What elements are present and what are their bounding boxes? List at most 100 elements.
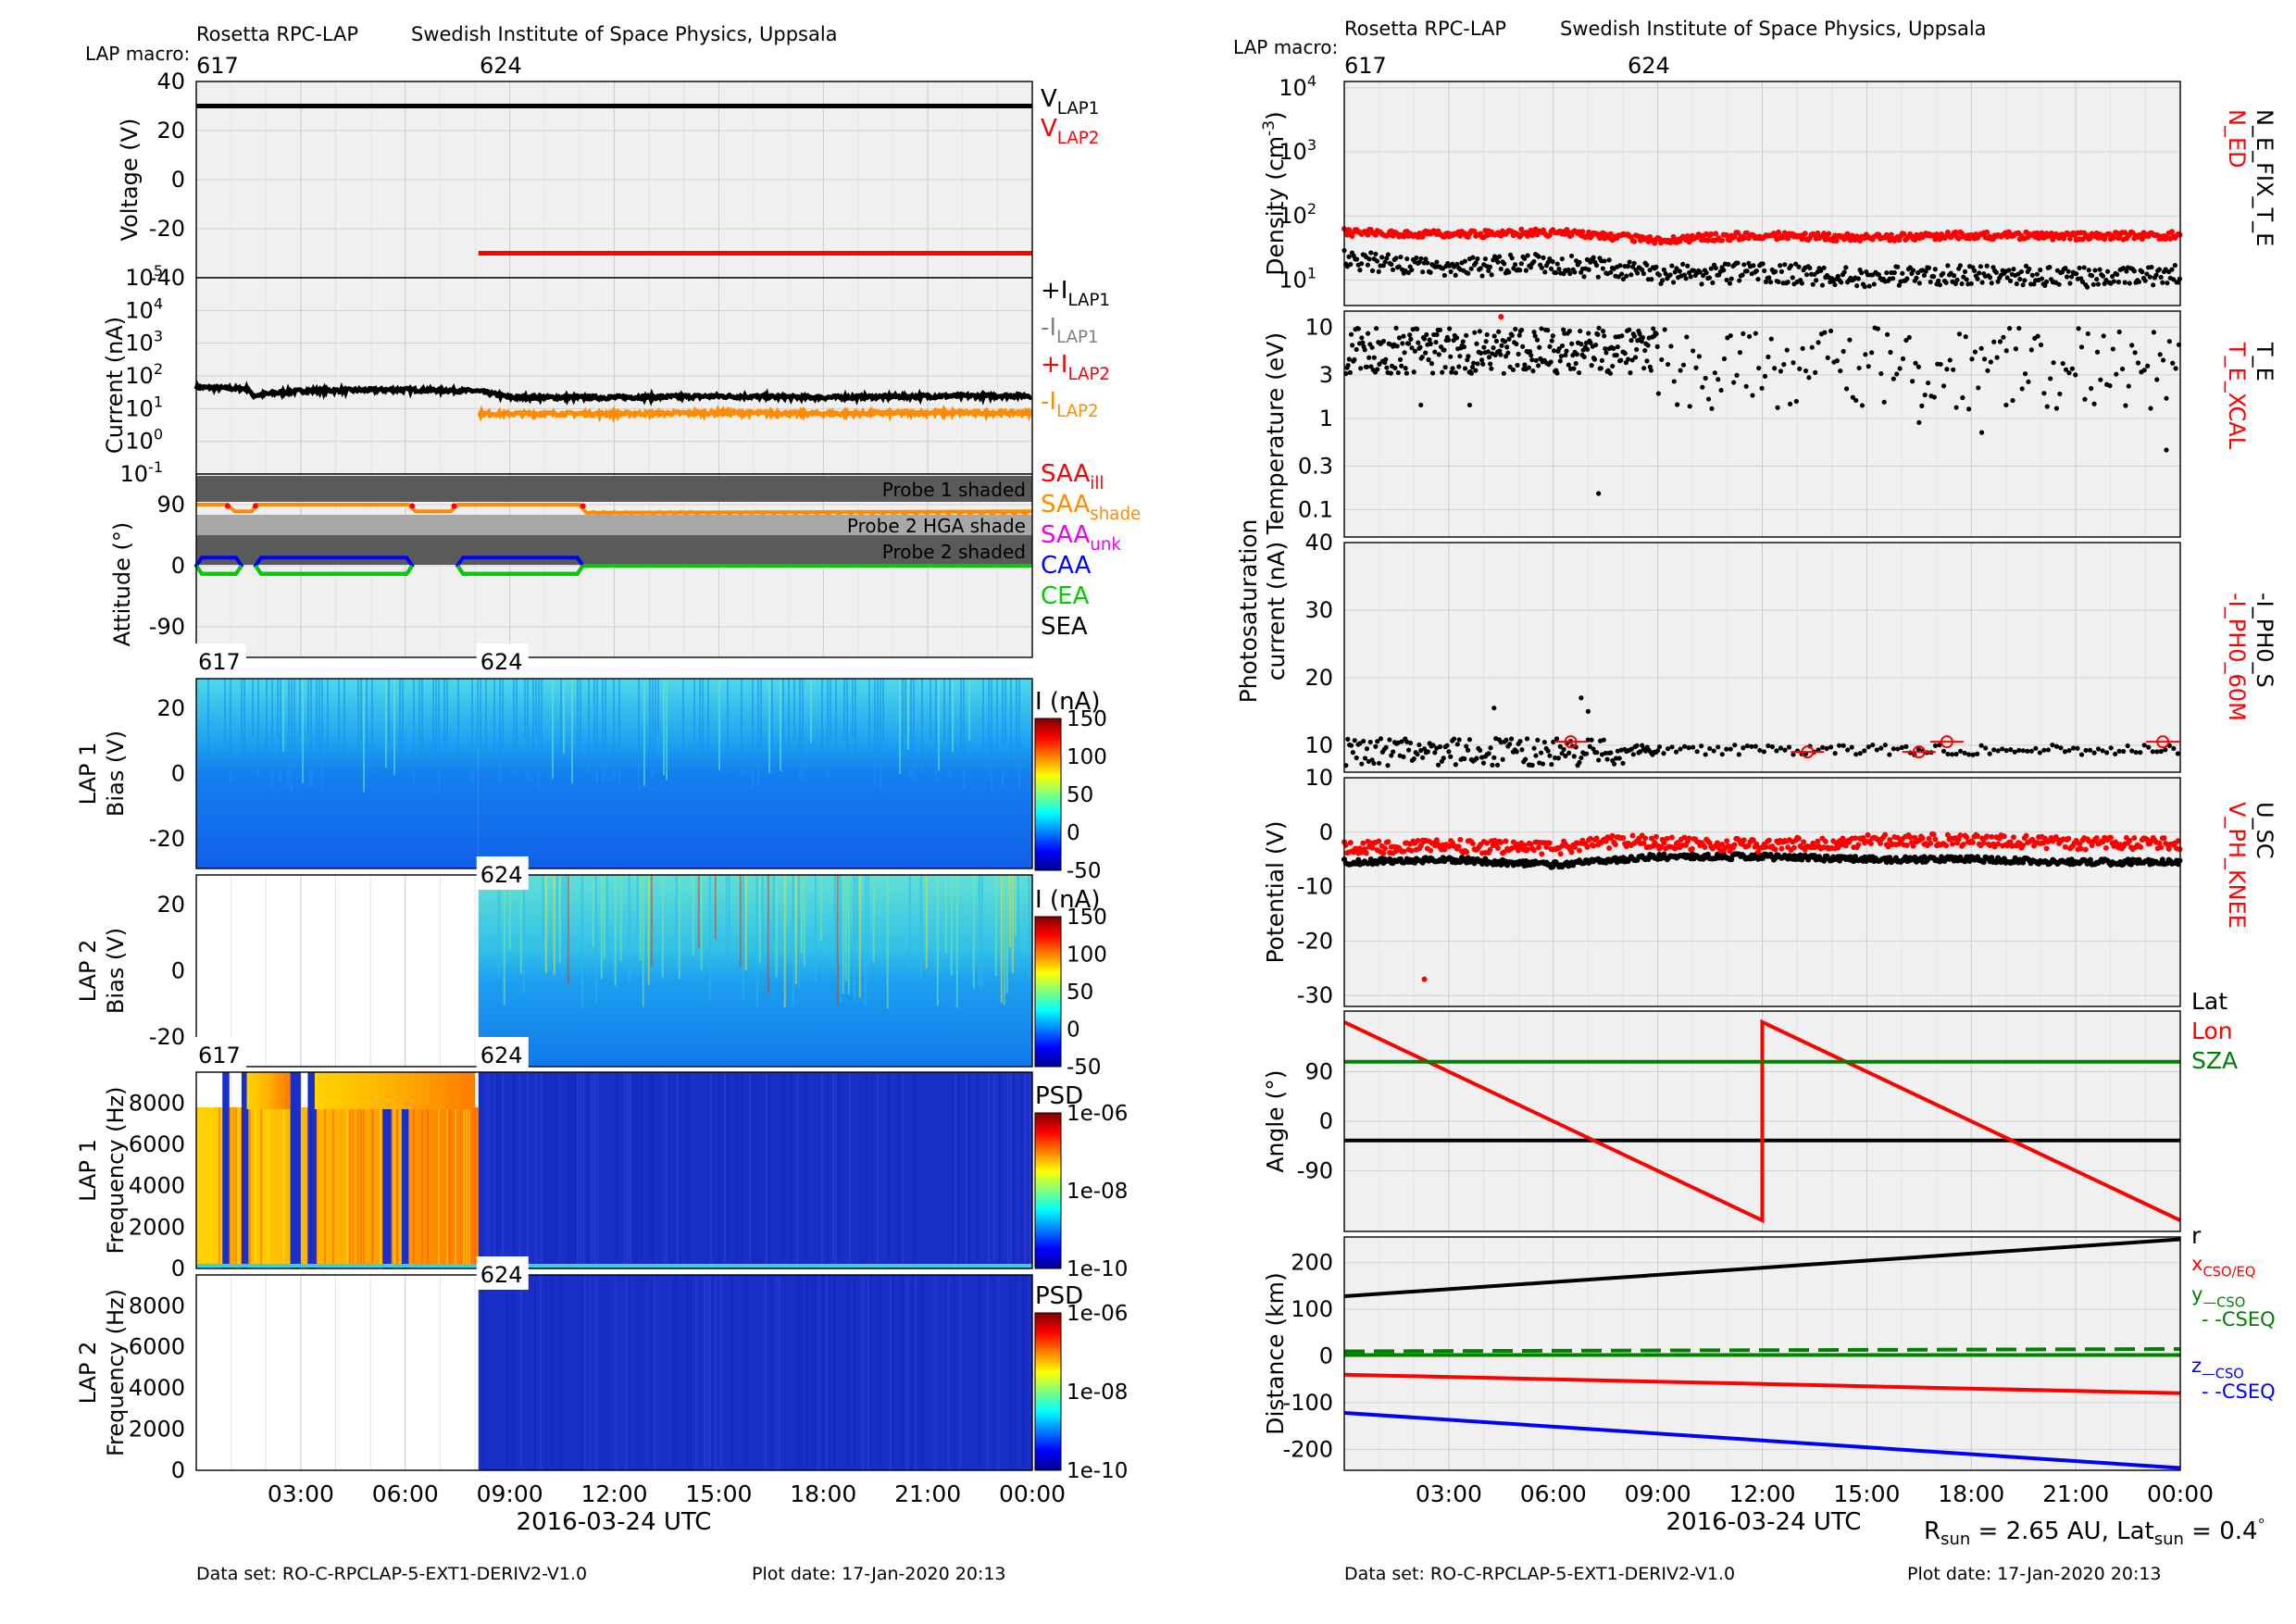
lap1_freq-streak — [577, 1072, 579, 1268]
density-ytick: 104 — [1279, 72, 1316, 101]
photosat-point — [2003, 748, 2009, 754]
density-point-black — [1600, 266, 1605, 271]
temperature-point — [1791, 360, 1796, 366]
density-point-black — [2097, 267, 2103, 272]
attitude-saa-tail — [586, 509, 1029, 517]
temperature-point — [1549, 338, 1554, 344]
temperature-point — [2048, 376, 2053, 381]
temperature-point — [1574, 352, 1579, 357]
density-point-black — [2122, 280, 2128, 285]
lap2_freq-streak — [817, 1275, 819, 1470]
lap2_freq-streak — [794, 1275, 797, 1470]
temperature-point — [1401, 333, 1406, 339]
potential-point-black — [1903, 854, 1909, 860]
lap2_freq-streak — [867, 1275, 869, 1470]
lap1_freq-streak — [680, 1072, 681, 1268]
density-point-red — [1670, 233, 1677, 240]
distance-legend-5: - -CSEQ — [2202, 1380, 2276, 1403]
temperature-point — [1822, 330, 1828, 335]
distance-ytick: -100 — [1283, 1390, 1333, 1416]
lap2_freq-colorbar-title: PSD — [1035, 1282, 1083, 1310]
potential-point-red — [2062, 843, 2068, 850]
temperature-point — [1491, 345, 1496, 351]
lap1_bias-streak — [271, 679, 273, 791]
photosat-point — [1962, 750, 1967, 756]
photosat-point — [1563, 753, 1568, 759]
photosat-mean-point — [1940, 735, 1953, 749]
temperature-point — [1781, 362, 1787, 368]
potential-point-red — [1860, 834, 1866, 841]
density-point-black — [1667, 272, 1673, 278]
lap1_bias-streak — [432, 679, 434, 753]
attitude-saa-ill-dot — [580, 503, 586, 509]
temperature-point — [1756, 365, 1762, 371]
photosat-point — [2045, 747, 2052, 753]
temperature-point — [1834, 358, 1840, 364]
photosat-point — [1749, 743, 1754, 749]
lap1_bias-streak — [780, 679, 781, 771]
lap2_bias-streak — [519, 875, 522, 974]
density-point-black — [1441, 272, 1447, 279]
lap1_freq-streak — [332, 1107, 334, 1268]
photosat-point — [1899, 744, 1904, 750]
potential-point-red — [1658, 843, 1665, 850]
temperature-point — [1485, 349, 1491, 355]
photosat-point — [1686, 745, 1691, 751]
attitude-cea-1 — [254, 564, 414, 576]
temperature-point — [1516, 351, 1521, 357]
photosat-point — [1411, 756, 1416, 762]
temperature-point — [1653, 331, 1659, 337]
current-legend-1: -ILAP1 — [1041, 314, 1099, 347]
lap2_freq-streak — [730, 1275, 733, 1470]
temperature-point — [1628, 370, 1633, 376]
attitude-legend-5: SEA — [1041, 613, 1088, 641]
potential-point-red — [1546, 840, 1553, 846]
temperature-point — [1466, 354, 1471, 359]
voltage-ytick: 0 — [171, 167, 185, 193]
photosat-point — [1578, 695, 1584, 701]
temperature-point — [1556, 345, 1562, 352]
lap1_bias-streak — [782, 679, 784, 765]
photosat-point — [1466, 737, 1473, 743]
lap2_freq-streak — [636, 1275, 639, 1470]
temperature-point — [1985, 368, 1990, 373]
temperature-point — [1400, 341, 1405, 346]
lap1_freq-streak — [627, 1072, 629, 1268]
lap1_bias-streak — [596, 679, 598, 784]
lap1_freq-streak — [677, 1072, 679, 1268]
density-point-black — [1542, 269, 1548, 275]
temperature-point — [1566, 328, 1573, 334]
density-point-black — [1943, 280, 1949, 285]
lap2_bias-streak — [886, 875, 889, 1009]
density-point-black — [1617, 263, 1623, 269]
lap1_bias-streak — [910, 679, 912, 781]
photosat-point — [1845, 747, 1851, 753]
photosat-point — [2041, 747, 2047, 753]
potential-point-red — [1380, 850, 1387, 856]
lap1_bias-streak — [402, 679, 404, 764]
lap1_bias-streak — [532, 679, 534, 764]
angle-legend-0: Lat — [2191, 988, 2227, 1015]
density-point-black — [1953, 281, 1958, 286]
density-point-red — [1586, 229, 1592, 235]
photosat-point — [1878, 745, 1884, 751]
lap2_freq-streak — [853, 1275, 855, 1470]
temperature-point — [1397, 356, 1404, 362]
lap1_bias-streak — [477, 679, 479, 748]
lap1_freq-streak — [255, 1107, 256, 1268]
temperature-point — [1629, 357, 1635, 363]
potential-point-red — [1842, 843, 1849, 849]
temperature-point — [1375, 367, 1380, 372]
temperature-point — [1642, 347, 1648, 354]
lap1_freq-streak — [688, 1072, 690, 1268]
lap1_freq-ytick: 0 — [171, 1255, 185, 1281]
photosat-legend-0: -I_PH0_60M — [2224, 593, 2250, 721]
right-axis-xtick: 12:00 — [1728, 1480, 1795, 1507]
density-ylabel: Density (cm-3) — [1260, 111, 1289, 276]
lap2_freq-streak — [561, 1275, 564, 1470]
temperature-point — [1453, 370, 1458, 376]
photosat-point — [1987, 751, 1992, 756]
density-point-black — [1348, 261, 1354, 268]
density-point-black — [1803, 272, 1810, 278]
photosat-point — [1611, 761, 1617, 767]
